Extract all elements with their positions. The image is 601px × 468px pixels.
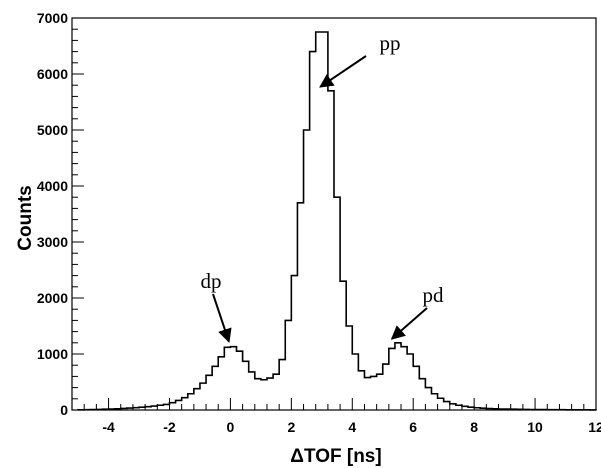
annotation-pp-label: pp bbox=[380, 31, 401, 55]
y-tick-label: 7000 bbox=[37, 10, 68, 26]
plot-frame bbox=[71, 17, 597, 411]
annotation-pd-arrow bbox=[390, 307, 428, 340]
series-layer bbox=[77, 31, 597, 411]
x-axis: -4 -2 0 2 4 6 8 10 12 bbox=[71, 398, 601, 435]
y-axis: 0 1000 2000 3000 4000 5000 6000 7000 bbox=[37, 10, 84, 418]
y-tick-label: 3000 bbox=[37, 234, 68, 250]
x-tick-label: 10 bbox=[527, 419, 543, 435]
x-tick-label: 0 bbox=[227, 419, 235, 435]
histogram-steps bbox=[77, 31, 597, 411]
y-tick-label: 0 bbox=[60, 402, 68, 418]
annotation-dp-label: dp bbox=[201, 269, 222, 293]
annotation-layer: pp dp pd bbox=[201, 31, 445, 343]
x-tick-label: 8 bbox=[470, 419, 478, 435]
x-tick-label: -4 bbox=[102, 419, 115, 435]
annotation-pp-arrow bbox=[319, 55, 367, 88]
x-axis-title: ΔTOF [ns] bbox=[290, 446, 381, 467]
plot-border bbox=[71, 17, 597, 411]
x-tick-label: -2 bbox=[163, 419, 176, 435]
annotation-pd-label: pd bbox=[423, 283, 445, 307]
y-tick-label: 6000 bbox=[37, 66, 68, 82]
x-tick-label: 2 bbox=[287, 419, 295, 435]
x-tick-label: 6 bbox=[409, 419, 417, 435]
y-tick-label: 5000 bbox=[37, 122, 68, 138]
annotation-dp-arrow bbox=[212, 293, 232, 343]
y-tick-label: 2000 bbox=[37, 290, 68, 306]
y-tick-label: 1000 bbox=[37, 346, 68, 362]
x-tick-label: 12 bbox=[588, 419, 601, 435]
x-tick-label: 4 bbox=[348, 419, 356, 435]
y-axis-title: Counts bbox=[15, 185, 36, 250]
y-tick-label: 4000 bbox=[37, 178, 68, 194]
